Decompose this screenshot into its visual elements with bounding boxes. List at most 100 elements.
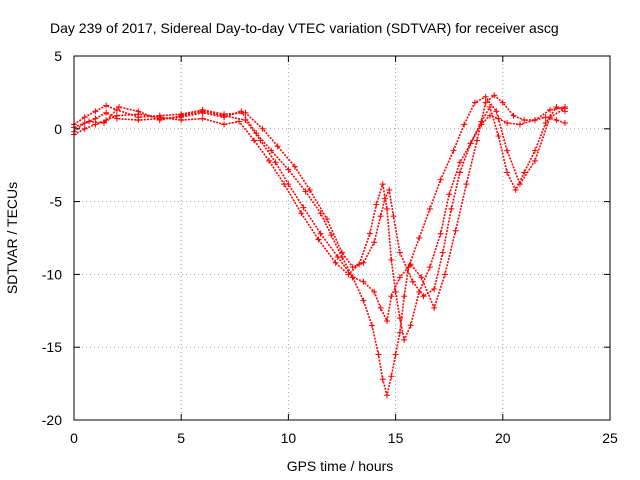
y-tick-label: 5 [54, 48, 62, 64]
data-point [493, 108, 500, 115]
data-point [101, 119, 108, 126]
data-point [221, 112, 228, 119]
data-point [553, 103, 560, 110]
y-tick-label: -15 [42, 339, 62, 355]
data-point [420, 293, 427, 300]
data-point [315, 236, 322, 243]
data-point [268, 147, 275, 154]
data-point [360, 297, 367, 304]
data-point [298, 210, 305, 217]
data-point [300, 204, 307, 211]
data-point [553, 117, 560, 124]
data-point [437, 230, 444, 237]
data-point [450, 147, 457, 154]
plot-frame [73, 55, 611, 421]
data-point [285, 166, 292, 173]
data-point [345, 271, 352, 278]
data-point [396, 329, 403, 336]
data-point [238, 108, 245, 115]
data-point [377, 304, 384, 311]
data-point [486, 103, 493, 110]
data-point [396, 249, 403, 256]
data-point [546, 114, 553, 121]
data-point [199, 115, 206, 122]
data-point [366, 230, 373, 237]
data-point [86, 118, 93, 125]
y-tick-label: -5 [50, 194, 63, 210]
data-point [474, 137, 481, 144]
data-point [512, 186, 519, 193]
data-point [416, 235, 423, 241]
data-point [272, 159, 279, 166]
data-point [516, 181, 523, 188]
data-point [334, 253, 341, 260]
data-point [482, 93, 489, 100]
data-point [516, 121, 523, 128]
data-point [409, 278, 416, 285]
data-point [416, 288, 423, 295]
series-track-1 [73, 94, 566, 324]
data-point [401, 336, 408, 343]
data-point [317, 210, 324, 217]
data-point [388, 256, 395, 263]
data-point [92, 108, 99, 115]
data-point [384, 392, 391, 399]
data-point [116, 103, 123, 110]
data-point [531, 157, 538, 164]
data-point [431, 304, 438, 311]
data-point [251, 137, 258, 144]
data-point [360, 259, 367, 266]
data-point [396, 315, 403, 322]
data-point [349, 264, 356, 271]
data-point [452, 227, 459, 234]
data-point [463, 181, 470, 188]
data-point [306, 186, 313, 193]
data-point [396, 274, 403, 281]
data-point [371, 239, 378, 246]
data-point [431, 285, 438, 292]
data-point [478, 118, 485, 125]
data-point [521, 169, 528, 176]
data-point [392, 288, 399, 295]
data-point [377, 213, 384, 220]
data-point [405, 264, 412, 271]
x-tick-label: 25 [602, 430, 618, 446]
data-point [401, 293, 408, 300]
data-point [448, 205, 455, 212]
data-point [81, 125, 88, 132]
data-point [103, 102, 110, 109]
data-point [199, 108, 206, 115]
data-point [392, 351, 399, 358]
data-point [495, 133, 502, 140]
data-point [521, 117, 528, 124]
data-point [369, 322, 376, 329]
data-point [221, 121, 228, 128]
data-point [510, 112, 517, 119]
y-axis-label: SDTVAR / TECUs [4, 182, 20, 294]
data-point [386, 186, 393, 193]
data-point [266, 157, 273, 164]
data-point [328, 232, 335, 239]
data-point [302, 188, 309, 195]
x-axis-label: GPS time / hours [287, 458, 394, 474]
data-point [257, 137, 264, 144]
data-point [371, 288, 378, 295]
data-point [339, 249, 345, 256]
data-point [356, 261, 363, 268]
data-point [446, 191, 453, 198]
data-point [384, 317, 391, 324]
data-point [375, 351, 382, 358]
data-point [332, 259, 339, 266]
x-tick-label: 10 [281, 430, 297, 446]
data-point [178, 112, 185, 119]
data-point [461, 121, 468, 128]
data-point [242, 117, 249, 124]
series-track-3 [73, 105, 566, 343]
data-point [379, 376, 386, 383]
axis-ticks: 0 5 10 15 20 25 5 0 -5 -10 -15 -20 [42, 48, 618, 446]
grid [74, 56, 610, 420]
data-series [71, 92, 568, 399]
data-point [426, 264, 433, 271]
data-point [242, 109, 249, 116]
data-point [285, 181, 292, 188]
